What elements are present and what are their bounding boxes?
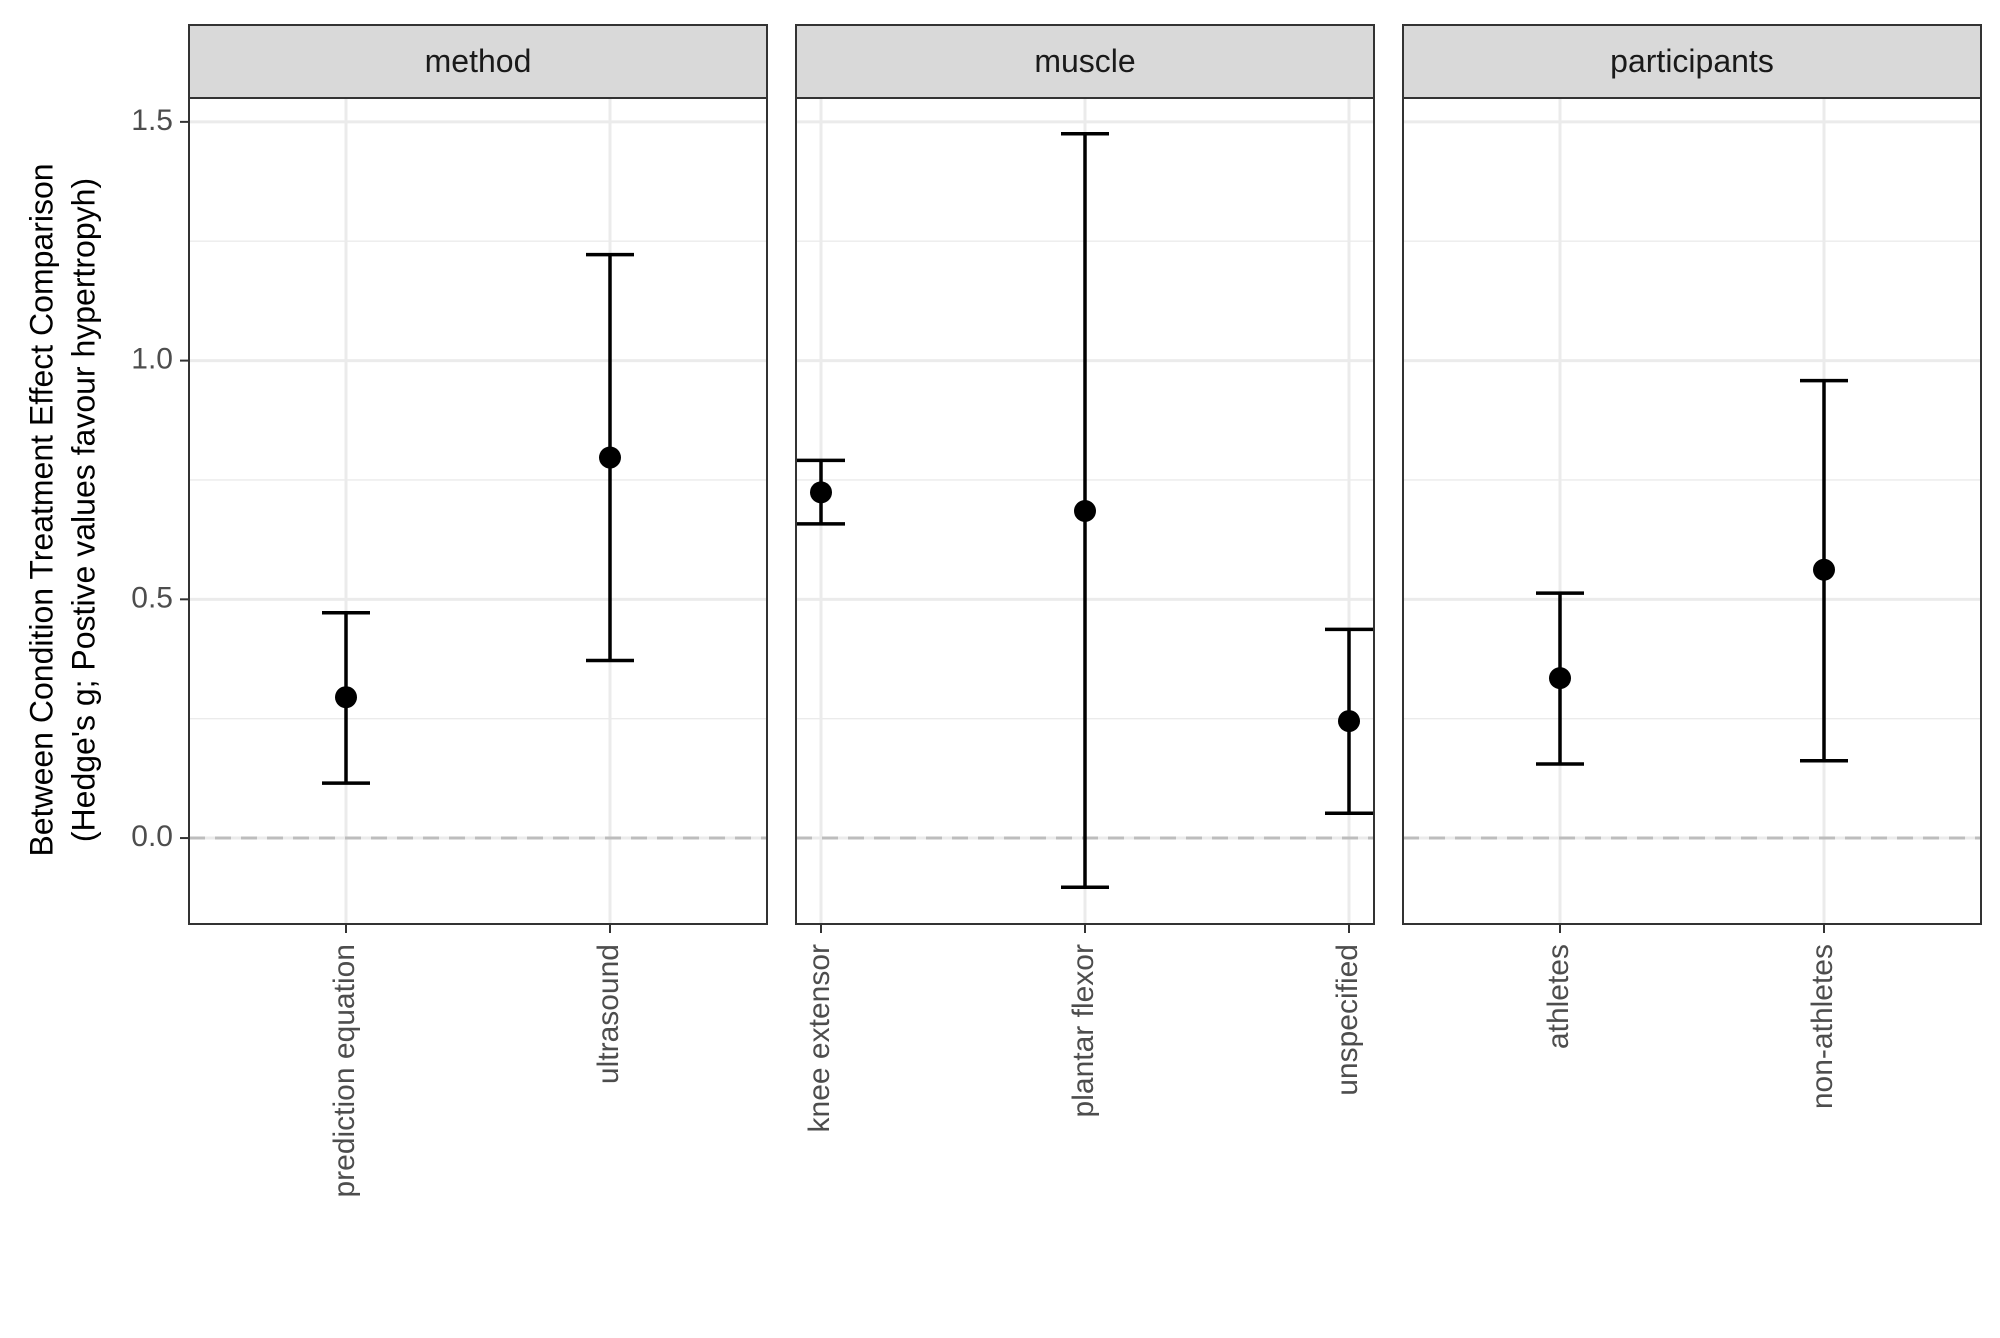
facet-strip-label: participants [1610, 43, 1774, 79]
facet-strip-label: method [425, 43, 532, 79]
x-tick-label: prediction equation [328, 944, 361, 1198]
facet-strip [188, 24, 768, 99]
facet-panel-muscle: muscle knee extensor plantar flexor unspeci… [795, 24, 1375, 1132]
x-tick-label: unspecified [1331, 944, 1364, 1096]
y-axis-title-line: Between Condition Treatment Effect Compa… [23, 163, 59, 856]
y-tick-label: 0.0 [131, 820, 173, 853]
y-axis-title-line: (Hedge's g; Postive values favour hypert… [65, 178, 101, 842]
x-tick-label: non-athletes [1806, 944, 1839, 1109]
facet-strip [795, 24, 1375, 99]
facet-strip [1402, 24, 1982, 99]
x-tick-label: athletes [1542, 944, 1575, 1049]
point-estimate [1074, 500, 1096, 522]
facet-strip-label: muscle [1034, 43, 1135, 79]
x-tick-label: knee extensor [803, 944, 836, 1132]
y-axis-title: Between Condition Treatment Effect Compa… [23, 163, 101, 856]
point-estimate [1338, 710, 1360, 733]
panel-background [189, 98, 767, 924]
panel-border [795, 97, 1375, 925]
point-estimate [1549, 667, 1571, 690]
y-tick-label: 0.5 [131, 581, 173, 614]
x-tick-label: plantar flexor [1067, 944, 1100, 1117]
facet-panel-participants: participants athletes non-athletes [1402, 24, 1982, 1109]
facet-panels: method prediction equation ultrasound 0.0 0.… [131, 24, 1982, 1198]
facet-panel-method: method prediction equation ultrasound 0.0 0.… [131, 24, 768, 1198]
y-tick-label: 1.5 [131, 104, 173, 137]
y-tick-label: 1.0 [131, 343, 173, 376]
panel-border [1402, 97, 1982, 925]
point-estimate [1813, 558, 1835, 581]
panel-background [1403, 98, 1981, 924]
point-estimate [599, 446, 621, 469]
point-estimate [335, 686, 357, 709]
panel-border [188, 97, 768, 925]
point-estimate [810, 481, 832, 504]
x-tick-label: ultrasound [592, 944, 625, 1084]
